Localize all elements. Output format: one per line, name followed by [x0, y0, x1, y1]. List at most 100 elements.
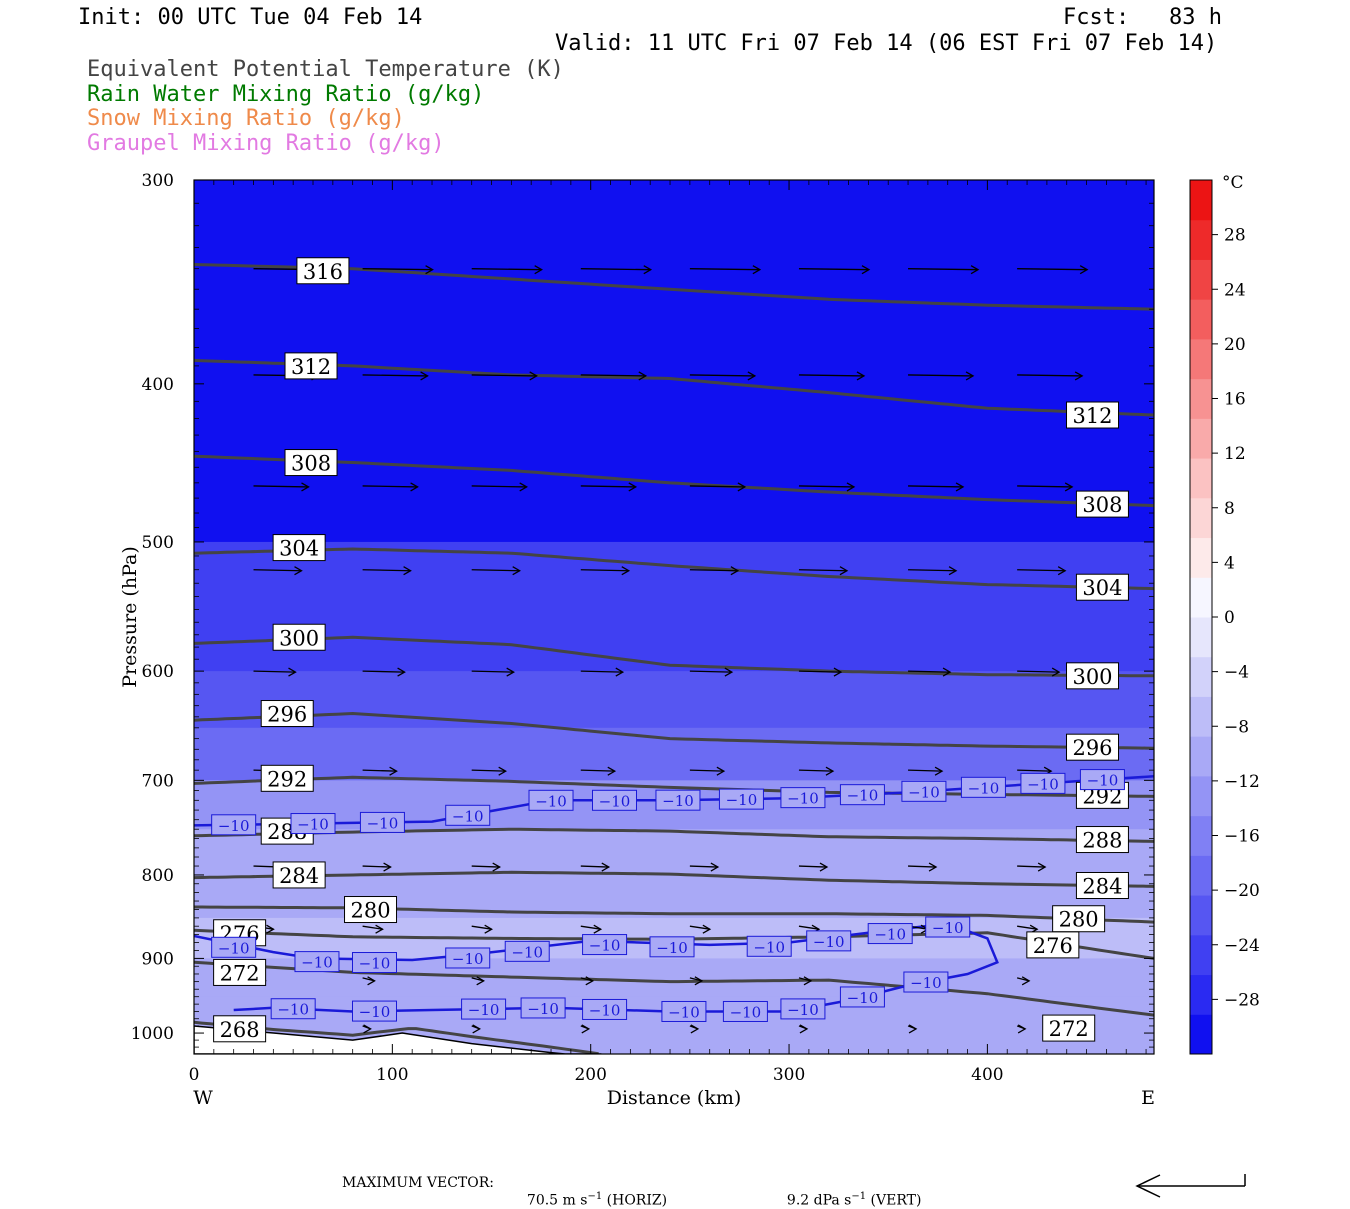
isotherm-label: −10: [655, 789, 701, 811]
wind-vector: [798, 865, 827, 868]
wind-vector: [1017, 485, 1073, 488]
colorbar-swatch: [1190, 299, 1212, 340]
shading-band: [194, 383, 1154, 468]
wind-vector-head: [1079, 265, 1089, 275]
theta-e-contour: [194, 454, 1154, 508]
isotherm-label: −10: [780, 787, 826, 809]
wind-vector-head: [534, 265, 543, 275]
wind-vector: [1017, 670, 1060, 673]
theta-e-contour: [194, 547, 1154, 591]
wind-vector: [580, 268, 651, 271]
max-vector-vertical: 9.2 dPa s−1 (VERT): [778, 1175, 922, 1209]
svg-text:−10: −10: [1087, 772, 1119, 790]
horiz-suffix: (HORIZ): [602, 1192, 668, 1209]
svg-text:−10: −10: [813, 933, 845, 951]
wind-vector-head: [601, 862, 611, 872]
wind-vector: [362, 268, 433, 271]
wind-vector-head: [942, 667, 952, 677]
wind-vector: [362, 569, 411, 572]
theta-e-label: 284: [1075, 872, 1129, 900]
svg-text:−10: −10: [1027, 775, 1059, 793]
wind-vector-head: [585, 976, 595, 986]
isotherm-label: −10: [445, 804, 491, 826]
wind-vector: [362, 670, 405, 673]
theta-e-contour: [194, 263, 1154, 311]
colorbar-tick-label: −4: [1224, 663, 1249, 683]
isotherm-label: −10: [901, 780, 947, 802]
colorbar-tick-label: 16: [1224, 390, 1246, 410]
wind-vector-head: [643, 265, 653, 275]
colorbar-tick-label: −20: [1224, 881, 1260, 901]
colorbar-tick-label: 24: [1224, 280, 1246, 300]
wind-vector: [798, 769, 833, 772]
wind-vector-head: [730, 566, 740, 576]
svg-text:−10: −10: [847, 787, 879, 805]
vert-suffix: (VERT): [866, 1192, 922, 1209]
x-tick-label: 200: [574, 1065, 606, 1085]
wind-vector-head: [506, 667, 515, 677]
wind-vector: [798, 485, 854, 488]
theta-e-label: 272: [213, 958, 267, 986]
svg-text:296: 296: [267, 703, 307, 727]
wind-vector-head: [593, 924, 603, 934]
svg-text:272: 272: [1049, 1017, 1089, 1041]
svg-text:300: 300: [1072, 665, 1112, 689]
west-label: W: [193, 1087, 213, 1109]
svg-text:268: 268: [220, 1018, 260, 1042]
svg-text:−10: −10: [511, 943, 543, 961]
colorbar-swatch: [1190, 219, 1212, 260]
colorbar-swatch: [1190, 696, 1212, 737]
colorbar-swatch: [1190, 815, 1212, 856]
wind-vector-head: [965, 371, 975, 381]
wind-vector: [253, 485, 309, 488]
theta-e-contour: [194, 870, 1154, 888]
x-tick-label: 100: [376, 1065, 408, 1085]
wind-vector-head: [694, 976, 704, 986]
theta-e-label: 280: [344, 896, 398, 924]
y-axis-title: Pressure (hPa): [119, 546, 141, 688]
colorbar-swatch: [1190, 617, 1212, 658]
y-tick-label: 500: [142, 533, 174, 553]
wind-vector: [580, 374, 646, 377]
theta-e-label: 296: [260, 700, 314, 728]
theta-e-label: 304: [1075, 573, 1129, 601]
colorbar-swatch: [1190, 934, 1212, 976]
contour-labels: 3163123123083083043043003002962962922922…: [211, 257, 1129, 1043]
wind-vector-head: [747, 371, 757, 381]
max-vector-label: MAXIMUM VECTOR:: [342, 1175, 494, 1191]
wind-vector-head: [934, 766, 944, 776]
wind-vector: [471, 485, 527, 488]
svg-text:280: 280: [350, 899, 390, 923]
svg-text:−10: −10: [668, 1003, 700, 1021]
wind-vector-head: [825, 766, 835, 776]
colorbar-tick-label: 20: [1224, 335, 1246, 355]
wind-vector-head: [1074, 371, 1084, 381]
wind-vector-head: [581, 1024, 591, 1034]
init-time: Init: 00 UTC Tue 04 Feb 14: [78, 5, 423, 30]
isotherm-label: −10: [461, 998, 507, 1020]
theta-e-label: 268: [213, 1015, 267, 1043]
svg-text:280: 280: [1059, 908, 1099, 932]
x-tick-label: 400: [971, 1065, 1003, 1085]
wind-vector: [908, 769, 943, 772]
isotherm-label: −10: [806, 930, 852, 952]
svg-text:−10: −10: [297, 816, 329, 834]
wind-vector: [471, 374, 537, 377]
wind-vector: [1017, 865, 1046, 868]
colorbar-tick-label: −24: [1224, 936, 1260, 956]
theta-e-label: 288: [1075, 826, 1129, 854]
svg-text:308: 308: [291, 452, 331, 476]
colorbar-tick-label: −8: [1224, 717, 1249, 737]
max-vector-arrow: [1135, 1174, 1246, 1198]
wind-vector-head: [294, 566, 303, 576]
theta-e-label: 272: [1042, 1014, 1096, 1042]
colorbar-tick-label: 8: [1224, 499, 1235, 519]
svg-text:−10: −10: [535, 792, 567, 810]
wind-vector: [580, 485, 636, 488]
isotherm-label: −10: [290, 813, 336, 835]
svg-text:−10: −10: [910, 974, 942, 992]
wind-vector-head: [476, 976, 485, 986]
wind-vector: [689, 268, 760, 271]
colorbar-swatch: [1190, 775, 1212, 817]
wind-vector: [1017, 769, 1052, 772]
